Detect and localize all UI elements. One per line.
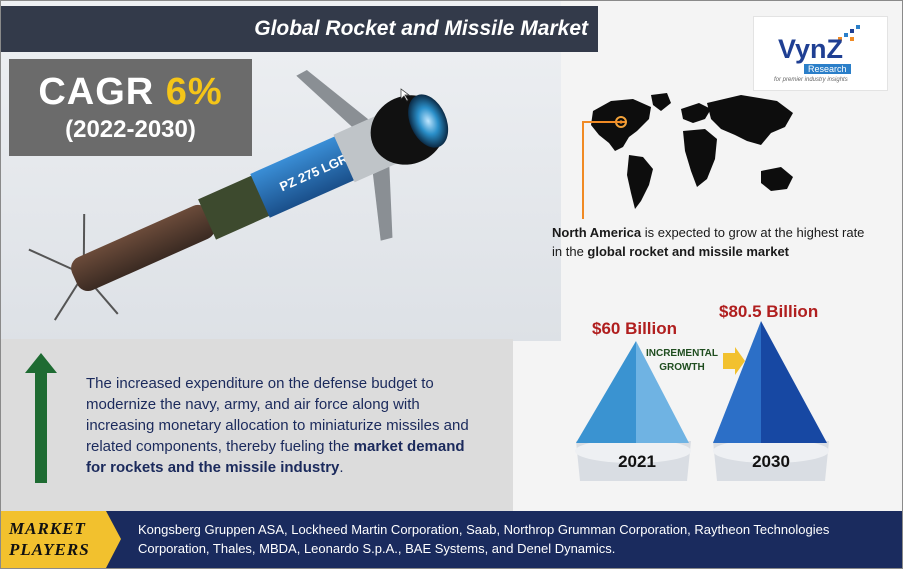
logo-tagline: for premier industry insights <box>774 77 848 83</box>
market-players-footer <box>1 511 902 568</box>
growth-up-arrow-icon <box>25 353 57 483</box>
region-connector <box>582 121 625 219</box>
drivers-panel <box>1 339 513 511</box>
company-logo: VynZ Research for premier industry insig… <box>753 16 888 91</box>
market-players-line2: PLAYERS <box>9 540 90 559</box>
market-players-label-bg <box>1 511 121 568</box>
cagr-line: CAGR 6% <box>9 71 252 114</box>
cagr-label: CAGR <box>38 71 155 113</box>
rocket-illustration: PZ 275 LGR <box>1 1 561 341</box>
incremental-growth-label: INCREMENTAL GROWTH <box>641 347 723 375</box>
world-map <box>591 93 793 209</box>
cagr-box: CAGR 6% (2022-2030) <box>9 59 252 156</box>
pyramid-2021 <box>576 341 636 443</box>
year-2021: 2021 <box>618 452 656 471</box>
title-bar: Global Rocket and Missile Market <box>1 6 598 52</box>
incremental-line1: INCREMENTAL <box>645 348 719 359</box>
logo-sub: Research <box>804 64 851 74</box>
market-players-list: Kongsberg Gruppen ASA, Lockheed Martin C… <box>138 522 830 556</box>
logo-mark-icon <box>838 25 860 41</box>
logo-name: VynZ <box>778 34 844 64</box>
drivers-end: . <box>339 459 344 476</box>
incremental-line2: GROWTH <box>659 362 705 373</box>
drivers-description: The increased expenditure on the defense… <box>86 373 478 478</box>
year-2030: 2030 <box>752 452 790 471</box>
page-title: Global Rocket and Missile Market <box>254 17 588 40</box>
value-2021: $60 Billion <box>592 319 678 338</box>
region-market: global rocket and missile market <box>587 244 789 259</box>
cagr-period: (2022-2030) <box>65 116 196 143</box>
growth-pyramids <box>575 321 829 481</box>
value-2030: $80.5 Billion <box>719 302 819 321</box>
pyramid-2030 <box>713 321 761 443</box>
market-players-label: MARKET PLAYERS <box>9 518 90 560</box>
cagr-value: 6% <box>165 71 223 113</box>
market-players-line1: MARKET <box>9 519 86 538</box>
region-description: North America is expected to grow at the… <box>552 223 872 261</box>
drivers-text: The increased expenditure on the defense… <box>86 375 469 455</box>
region-middle: is expected to grow at the highest rate … <box>552 225 865 259</box>
drivers-bold: market demand for rockets and the missil… <box>86 438 465 476</box>
region-highlight: North America <box>552 225 642 240</box>
incremental-arrow-icon <box>723 347 745 375</box>
